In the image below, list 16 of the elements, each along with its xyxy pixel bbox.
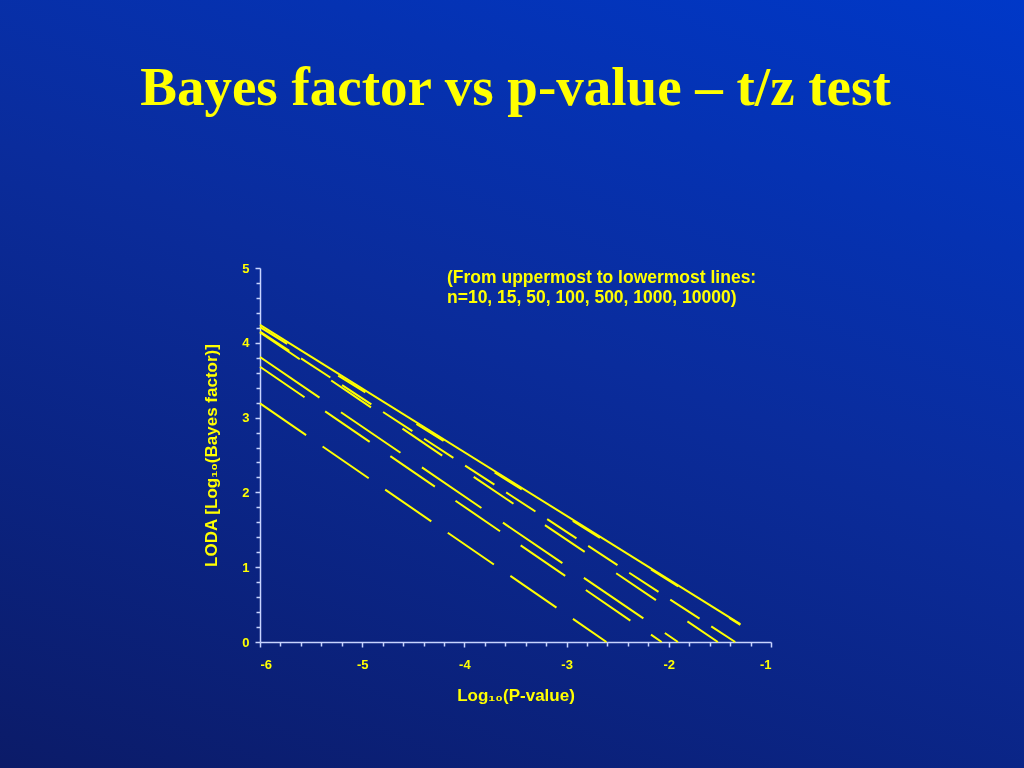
chart-title: Bayes factor vs p-value – t/z test <box>140 56 892 117</box>
x-tick-label: -6 <box>260 656 273 672</box>
x-tick-label: -1 <box>759 656 772 672</box>
x-tick-label: -3 <box>561 656 573 672</box>
y-tick-label: 0 <box>242 634 250 650</box>
x-tick-label: -5 <box>356 656 369 672</box>
y-axis-title: LODA [Log₁₀(Bayes factor)] <box>202 344 222 567</box>
y-tick-label: 4 <box>242 335 251 351</box>
x-tick-label: -2 <box>663 656 676 672</box>
y-tick-label: 2 <box>242 484 250 500</box>
annotation: (From uppermost to lowermost lines: n=10, 15, 50, 100, 500, 1000, 10000) <box>447 267 757 307</box>
x-axis-title: Log₁₀(P-value) <box>457 685 575 705</box>
y-tick-label: 5 <box>242 260 250 276</box>
x-tick-label: -4 <box>459 656 472 672</box>
y-tick-label: 1 <box>242 559 250 575</box>
y-tick-label: 3 <box>242 410 250 426</box>
